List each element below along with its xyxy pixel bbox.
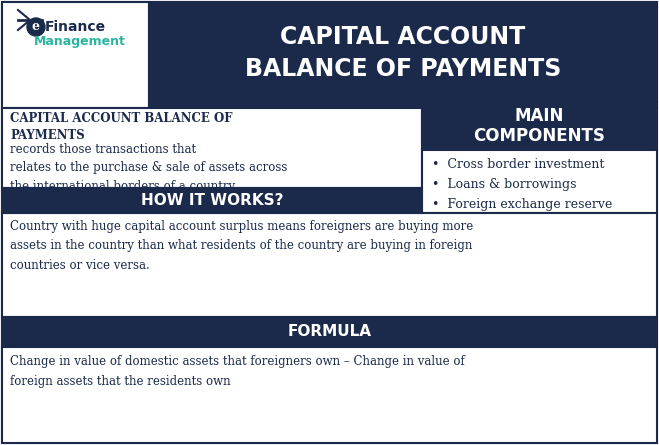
Text: •  Foreign exchange reserve: • Foreign exchange reserve <box>432 198 612 211</box>
Text: MAIN
COMPONENTS: MAIN COMPONENTS <box>473 107 605 146</box>
Text: HOW IT WORKS?: HOW IT WORKS? <box>141 193 283 208</box>
Text: CAPITAL ACCOUNT: CAPITAL ACCOUNT <box>280 25 526 49</box>
FancyBboxPatch shape <box>2 188 422 213</box>
FancyBboxPatch shape <box>2 2 149 108</box>
Text: CAPITAL ACCOUNT BALANCE OF
PAYMENTS: CAPITAL ACCOUNT BALANCE OF PAYMENTS <box>10 112 233 142</box>
Text: Finance: Finance <box>44 20 105 34</box>
Text: e: e <box>32 20 40 33</box>
Text: records those transactions that
relates to the purchase & sale of assets across
: records those transactions that relates … <box>10 143 287 193</box>
FancyBboxPatch shape <box>422 102 657 150</box>
Text: Management: Management <box>34 36 126 49</box>
FancyBboxPatch shape <box>422 150 657 213</box>
FancyBboxPatch shape <box>2 347 657 443</box>
Text: Country with huge capital account surplus means foreigners are buying more
asset: Country with huge capital account surplu… <box>10 220 473 272</box>
FancyBboxPatch shape <box>2 108 422 188</box>
Text: BALANCE OF PAYMENTS: BALANCE OF PAYMENTS <box>244 57 561 81</box>
FancyBboxPatch shape <box>2 213 657 317</box>
FancyBboxPatch shape <box>2 317 657 347</box>
Text: •  Cross border investment: • Cross border investment <box>432 158 604 171</box>
Text: •  Loans & borrowings: • Loans & borrowings <box>432 178 577 191</box>
FancyBboxPatch shape <box>149 2 657 108</box>
Text: FORMULA: FORMULA <box>288 324 372 340</box>
Text: Change in value of domestic assets that foreigners own – Change in value of
fore: Change in value of domestic assets that … <box>10 355 465 388</box>
Circle shape <box>27 18 45 36</box>
